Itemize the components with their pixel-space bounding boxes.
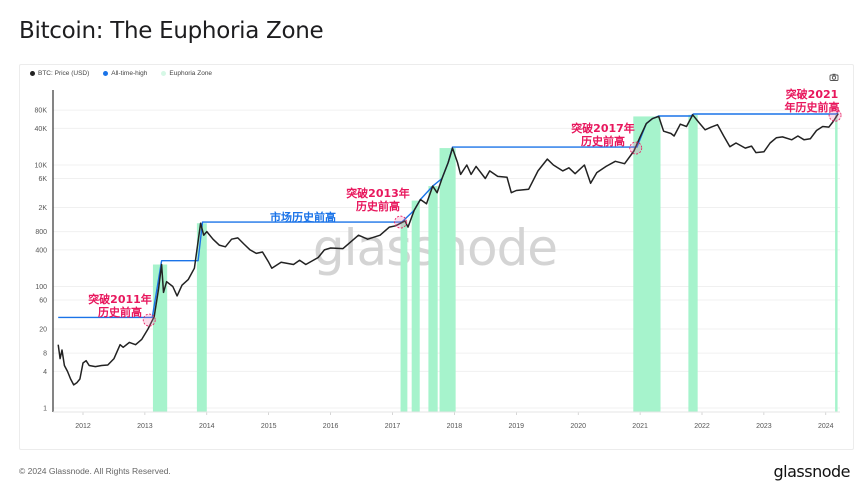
breakout-marker <box>142 313 156 327</box>
euphoria-zone-band <box>411 200 420 412</box>
annotation-label: 突破2013年 <box>346 186 410 200</box>
y-tick-label: 40K <box>35 126 48 133</box>
x-tick-label: 2012 <box>75 423 91 430</box>
legend-item-ath[interactable]: All-time-high <box>103 70 147 77</box>
x-tick-label: 2020 <box>570 423 586 430</box>
legend-dot-icon <box>103 70 109 76</box>
legend-item-price[interactable]: BTC: Price (USD) <box>30 70 89 77</box>
legend: BTC: Price (USD) All-time-high Euphoria … <box>30 70 212 77</box>
euphoria-zone-band <box>439 148 456 412</box>
legend-label: Euphoria Zone <box>169 70 213 77</box>
annotation-label: 市场历史前高 <box>270 210 336 224</box>
euphoria-zone-band <box>688 114 698 413</box>
annotation-label: 突破2017年 <box>571 121 635 135</box>
legend-item-euphoria[interactable]: Euphoria Zone <box>161 70 212 77</box>
camera-icon[interactable] <box>829 72 839 82</box>
copyright: © 2024 Glassnode. All Rights Reserved. <box>19 466 171 476</box>
x-tick-label: 2019 <box>509 423 525 430</box>
x-tick-label: 2024 <box>818 423 834 430</box>
legend-label: BTC: Price (USD) <box>38 70 90 77</box>
y-tick-label: 8 <box>43 351 47 358</box>
legend-label: All-time-high <box>111 70 148 77</box>
y-tick-label: 80K <box>35 108 48 115</box>
x-tick-label: 2023 <box>756 423 772 430</box>
euphoria-zone-band <box>835 114 838 412</box>
x-tick-label: 2022 <box>694 423 710 430</box>
y-tick-label: 20 <box>39 326 47 333</box>
page-title: Bitcoin: The Euphoria Zone <box>19 18 324 44</box>
y-tick-label: 1 <box>43 406 47 413</box>
breakout-marker <box>629 141 643 155</box>
annotation-label: 历史前高 <box>356 199 400 213</box>
y-tick-label: 10K <box>35 163 48 170</box>
annotation-label: 突破2021 <box>786 87 839 101</box>
brand-logo: glassnode <box>773 462 850 481</box>
euphoria-zone-band <box>633 116 661 412</box>
annotation-label: 突破2011年 <box>88 292 152 306</box>
x-tick-label: 2015 <box>261 423 277 430</box>
x-tick-label: 2018 <box>447 423 463 430</box>
legend-dot-icon <box>30 70 35 76</box>
x-tick-label: 2017 <box>385 423 401 430</box>
y-tick-label: 6K <box>38 176 47 183</box>
x-tick-label: 2021 <box>632 423 648 430</box>
y-tick-label: 800 <box>35 229 47 236</box>
euphoria-zone-band <box>196 223 207 412</box>
y-tick-label: 4 <box>43 369 47 376</box>
x-tick-label: 2013 <box>137 423 153 430</box>
price-line <box>57 113 839 386</box>
breakout-marker <box>394 215 407 229</box>
annotation-label: 历史前高 <box>98 305 142 319</box>
y-tick-label: 2K <box>38 205 47 212</box>
annotation-label: 历史前高 <box>581 134 625 148</box>
annotation-label: 年历史前高 <box>785 100 840 114</box>
breakout-marker <box>828 108 842 122</box>
y-tick-label: 100 <box>35 284 47 291</box>
y-tick-label: 400 <box>35 247 47 254</box>
euphoria-zone-band <box>428 186 438 412</box>
y-tick-label: 60 <box>39 297 47 304</box>
legend-dot-icon <box>161 70 167 76</box>
x-tick-label: 2014 <box>199 423 215 430</box>
x-tick-label: 2016 <box>323 423 339 430</box>
euphoria-zone-band <box>400 220 408 412</box>
